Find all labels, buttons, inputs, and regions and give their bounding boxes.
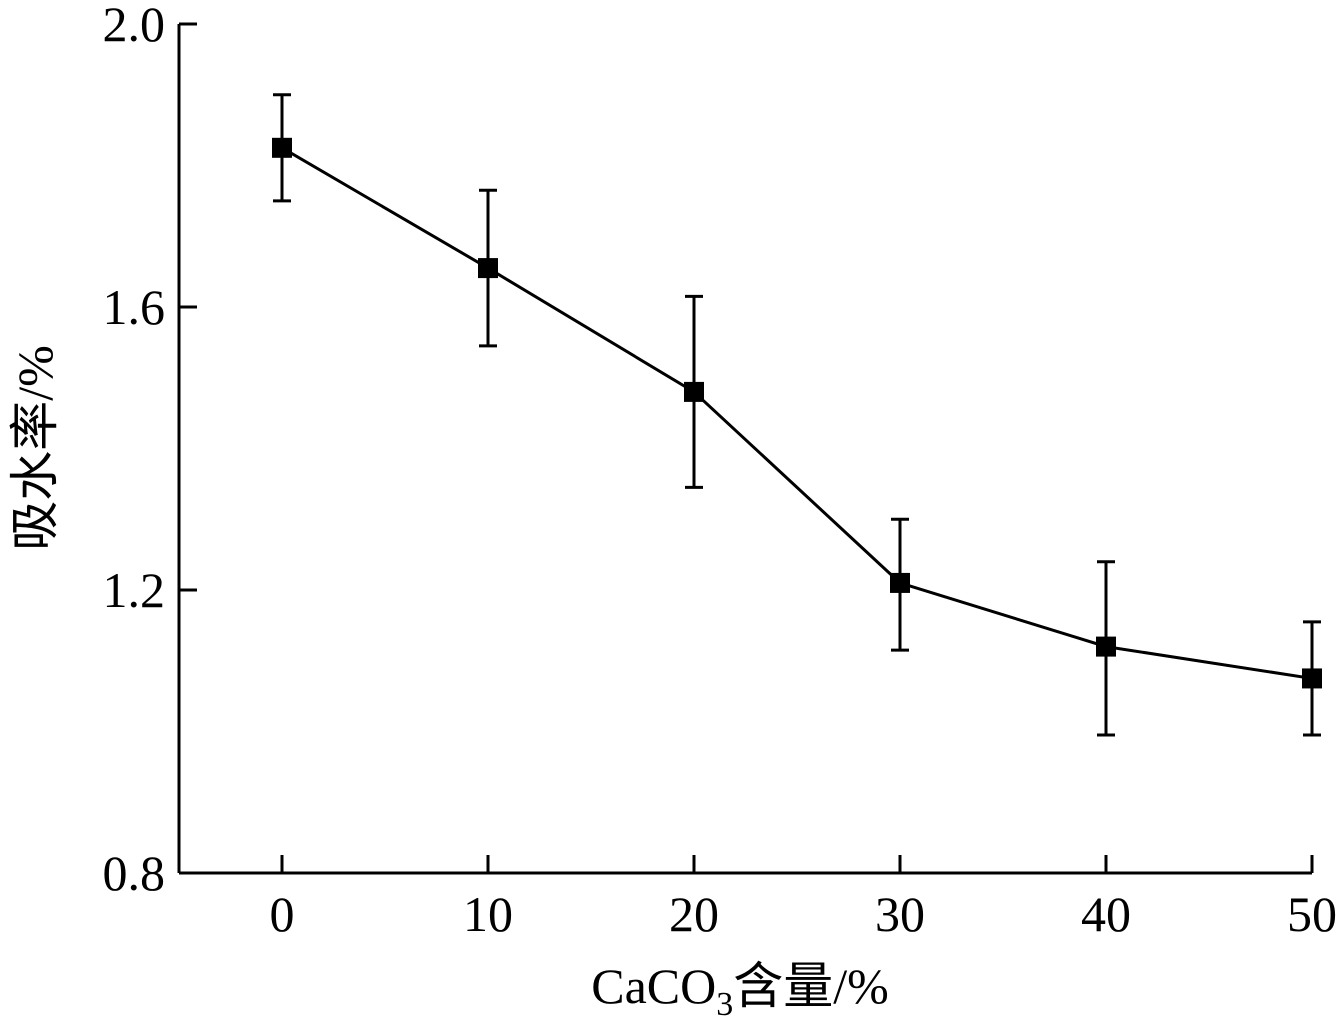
y-tick-label: 1.6 xyxy=(103,279,166,335)
y-tick-label: 2.0 xyxy=(103,0,166,52)
y-tick-label: 0.8 xyxy=(103,845,166,901)
x-tick-label: 50 xyxy=(1287,886,1337,942)
y-axis-title: 吸水率/% xyxy=(7,345,63,551)
x-axis-title-suffix: 含量/% xyxy=(733,958,889,1014)
x-tick-label: 0 xyxy=(270,886,295,942)
data-point xyxy=(272,137,292,158)
data-point xyxy=(478,258,498,279)
series-line xyxy=(281,146,1313,680)
y-tick-label: 1.2 xyxy=(103,562,166,618)
x-tick-label: 40 xyxy=(1081,886,1131,942)
x-axis-title-subscript: 3 xyxy=(716,986,733,1023)
x-axis-title: CaCO3含量/% xyxy=(591,958,889,1023)
data-point xyxy=(1096,636,1116,657)
x-tick-label: 20 xyxy=(669,886,719,942)
x-tick-label: 10 xyxy=(463,886,513,942)
x-tick-label: 30 xyxy=(875,886,925,942)
series-group xyxy=(272,93,1322,737)
data-point xyxy=(684,381,704,402)
data-point xyxy=(1302,668,1322,689)
y-axis-ticks: 0.8 1.2 1.6 2.0 xyxy=(103,0,197,901)
x-axis-ticks: 0 10 20 30 40 50 xyxy=(270,855,1337,942)
axes xyxy=(177,24,1312,875)
data-point xyxy=(890,572,910,593)
x-axis-title-main: CaCO xyxy=(591,958,716,1014)
